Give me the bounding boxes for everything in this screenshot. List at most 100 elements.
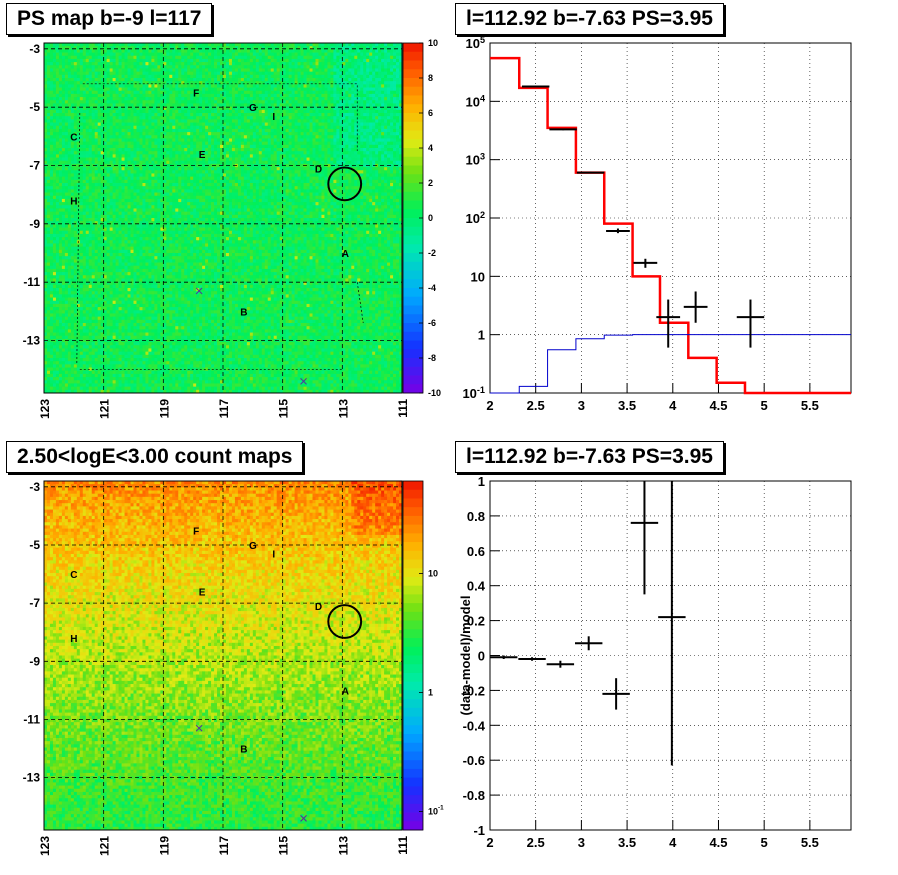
heatmap-cell bbox=[267, 138, 272, 143]
heatmap-cell bbox=[208, 90, 212, 95]
heatmap-cell bbox=[49, 122, 54, 127]
heatmap-cell bbox=[294, 113, 298, 117]
heatmap-cell bbox=[393, 78, 397, 82]
heatmap-cell bbox=[97, 93, 102, 98]
heatmap-cell bbox=[231, 93, 236, 98]
heatmap-cell bbox=[136, 49, 140, 53]
heatmap-cell bbox=[190, 122, 194, 127]
heatmap-cell bbox=[381, 49, 385, 53]
heatmap-cell bbox=[187, 109, 191, 114]
heatmap-cell bbox=[148, 71, 152, 76]
heatmap-cell bbox=[91, 119, 96, 123]
heatmap-cell bbox=[243, 144, 248, 149]
heatmap-cell bbox=[175, 119, 179, 123]
heatmap-cell bbox=[73, 49, 78, 53]
heatmap-cell bbox=[306, 43, 310, 47]
heatmap-cell bbox=[166, 138, 170, 143]
heatmap-cell bbox=[285, 43, 290, 47]
heatmap-cell bbox=[67, 49, 72, 53]
heatmap-cell bbox=[345, 90, 349, 95]
heatmap-cell bbox=[112, 52, 116, 57]
heatmap-cell bbox=[202, 58, 206, 63]
heatmap-cell bbox=[64, 55, 69, 60]
heatmap-cell bbox=[252, 160, 257, 165]
heatmap-cell bbox=[387, 122, 391, 127]
heatmap-cell bbox=[381, 78, 385, 82]
heatmap-cell bbox=[127, 109, 131, 114]
heatmap-cell bbox=[190, 62, 194, 66]
heatmap-cell bbox=[315, 43, 319, 47]
heatmap-cell bbox=[46, 65, 51, 69]
heatmap-cell bbox=[76, 65, 81, 69]
heatmap-cell bbox=[390, 93, 394, 98]
heatmap-cell bbox=[130, 106, 134, 111]
heatmap-cell bbox=[151, 170, 155, 174]
heatmap-cell bbox=[163, 46, 167, 50]
heatmap-cell bbox=[384, 119, 388, 123]
heatmap-cell bbox=[297, 135, 301, 139]
heatmap-cell bbox=[139, 43, 143, 47]
heatmap-cell bbox=[303, 154, 307, 158]
heatmap-cell bbox=[61, 119, 66, 123]
heatmap-cell bbox=[315, 122, 319, 127]
heatmap-cell bbox=[348, 122, 352, 127]
heatmap-cell bbox=[97, 68, 102, 73]
heatmap-cell bbox=[237, 109, 242, 114]
heatmap-cell bbox=[46, 49, 51, 53]
heatmap-cell bbox=[97, 135, 102, 139]
heatmap-cell bbox=[64, 62, 69, 66]
heatmap-cell bbox=[303, 78, 307, 82]
heatmap-cell bbox=[327, 151, 331, 155]
heatmap-cell bbox=[55, 68, 60, 73]
heatmap-cell bbox=[225, 141, 230, 146]
heatmap-cell bbox=[85, 68, 90, 73]
heatmap-cell bbox=[261, 148, 266, 152]
heatmap-cell bbox=[237, 49, 242, 53]
heatmap-cell bbox=[246, 128, 251, 133]
heatmap-cell bbox=[52, 138, 57, 143]
heatmap-cell bbox=[291, 90, 295, 95]
heatmap-cell bbox=[163, 132, 167, 136]
heatmap-cell bbox=[321, 78, 325, 82]
heatmap-cell bbox=[91, 138, 96, 143]
heatmap-cell bbox=[225, 144, 230, 149]
heatmap-cell bbox=[172, 135, 176, 139]
heatmap-cell bbox=[151, 62, 155, 66]
heatmap-cell bbox=[85, 71, 90, 76]
heatmap-cell bbox=[291, 125, 295, 130]
heatmap-cell bbox=[166, 170, 170, 174]
heatmap-cell bbox=[151, 125, 155, 130]
heatmap-cell bbox=[181, 135, 185, 139]
heatmap-cell bbox=[145, 170, 149, 174]
heatmap-cell bbox=[142, 109, 146, 114]
heatmap-cell bbox=[217, 173, 221, 178]
heatmap-cell bbox=[267, 167, 272, 171]
heatmap-cell bbox=[351, 74, 355, 79]
heatmap-cell bbox=[217, 170, 221, 174]
heatmap-cell bbox=[166, 167, 170, 171]
heatmap-cell bbox=[91, 46, 96, 50]
heatmap-cell bbox=[321, 93, 325, 98]
heatmap-cell bbox=[390, 58, 394, 63]
heatmap-cell bbox=[70, 148, 75, 152]
heatmap-cell bbox=[127, 46, 131, 50]
heatmap-cell bbox=[181, 106, 185, 111]
heatmap-cell bbox=[261, 87, 266, 92]
heatmap-cell bbox=[109, 93, 114, 98]
heatmap-cell bbox=[282, 125, 287, 130]
heatmap-cell bbox=[208, 109, 212, 114]
heatmap-cell bbox=[393, 100, 397, 104]
heatmap-cell bbox=[121, 144, 125, 149]
heatmap-cell bbox=[55, 138, 60, 143]
heatmap-cell bbox=[193, 81, 197, 85]
heatmap-cell bbox=[154, 157, 158, 162]
heatmap-cell bbox=[324, 122, 328, 127]
heatmap-cell bbox=[151, 132, 155, 136]
heatmap-cell bbox=[184, 78, 188, 82]
heatmap-cell bbox=[175, 84, 179, 88]
heatmap-cell bbox=[282, 68, 287, 73]
heatmap-cell bbox=[136, 173, 140, 178]
heatmap-cell bbox=[199, 154, 203, 158]
heatmap-cell bbox=[237, 135, 242, 139]
